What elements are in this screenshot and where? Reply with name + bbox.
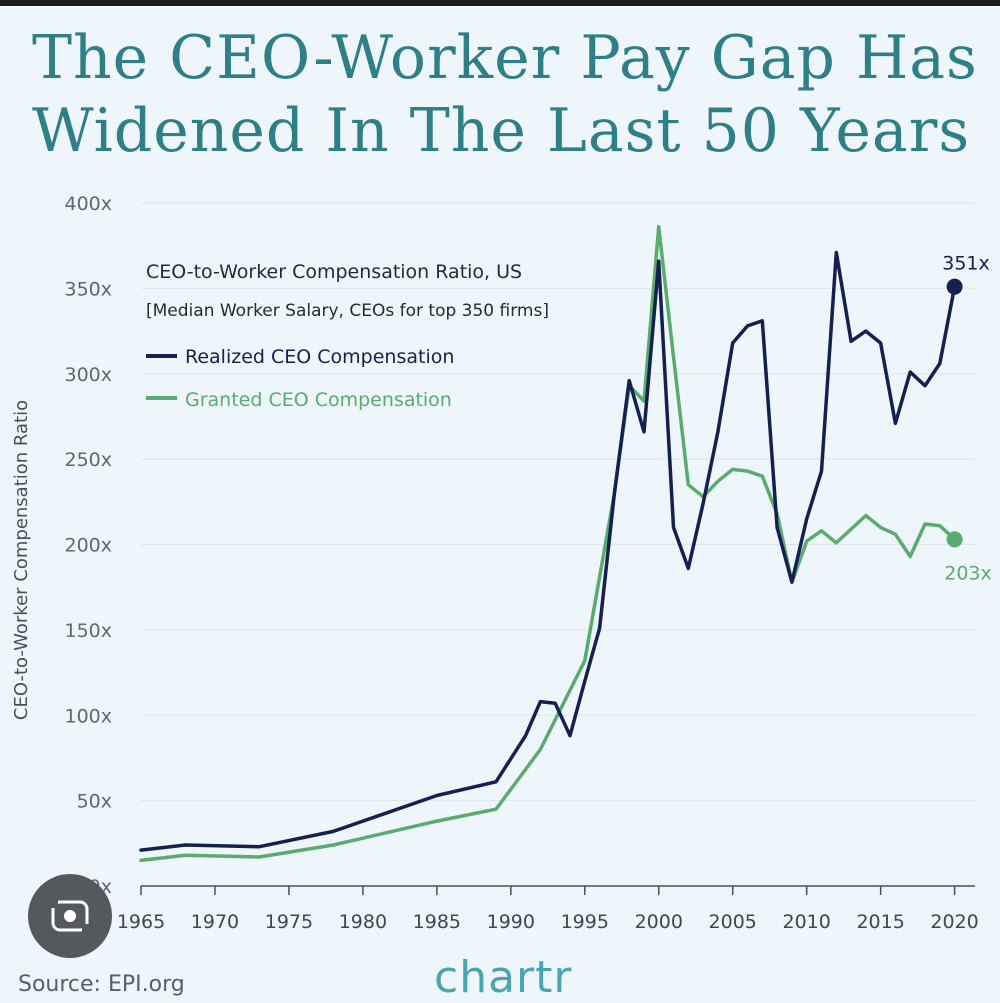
y-axis-label: CEO-to-Worker Compensation Ratio <box>11 400 32 720</box>
x-tick-label: 1990 <box>487 911 535 933</box>
camera-lens-icon <box>48 898 92 934</box>
x-tick-label: 2015 <box>856 911 904 933</box>
y-tick-label: 250x <box>64 449 112 471</box>
x-tick-label: 2005 <box>709 911 757 933</box>
title-line-1: The CEO-Worker Pay Gap Has <box>32 23 978 93</box>
brand-logo: chartr <box>434 952 573 1003</box>
x-tick-label: 1975 <box>265 911 313 933</box>
end-point-realized <box>946 278 963 295</box>
camera-lens-button[interactable] <box>28 874 112 958</box>
top-bar <box>0 0 1000 6</box>
series-line-realized <box>139 250 957 852</box>
y-tick-label: 200x <box>64 535 112 557</box>
legend-item-realized: Realized CEO Compensation <box>185 346 454 368</box>
x-tick-label: 1970 <box>191 911 239 933</box>
x-tick-label: 2020 <box>930 911 978 933</box>
x-axis: 1965 1970 1975 1980 1985 1990 1995 2000 2005 2010… <box>117 885 979 933</box>
legend-title: CEO-to-Worker Compensation Ratio, US <box>146 261 522 283</box>
source-note: Source: EPI.org <box>18 972 185 997</box>
legend-item-granted: Granted CEO Compensation <box>185 389 452 411</box>
x-tick-label: 2000 <box>635 911 683 933</box>
end-point-granted <box>946 531 963 548</box>
y-tick-label: 50x <box>77 791 112 813</box>
y-tick-label: 350x <box>64 278 112 300</box>
y-tick-label: 150x <box>64 620 112 642</box>
legend: CEO-to-Worker Compensation Ratio, US [Me… <box>146 261 549 411</box>
end-label-realized: 351x <box>942 253 990 275</box>
series-lines: 351x 203x <box>139 225 992 863</box>
end-label-granted: 203x <box>944 562 992 584</box>
y-tick-label: 400x <box>64 193 112 215</box>
x-tick-label: 1980 <box>339 911 387 933</box>
y-axis-ticks: 0x50x100x150x200x250x300x350x400x <box>64 193 112 898</box>
x-tick-label: 1965 <box>117 911 165 933</box>
title-line-2: Widened In The Last 50 Years <box>32 96 971 166</box>
legend-subtitle: [Median Worker Salary, CEOs for top 350 … <box>146 301 549 321</box>
x-tick-label: 2010 <box>782 911 830 933</box>
x-tick-label: 1995 <box>561 911 609 933</box>
x-tick-label: 1985 <box>413 911 461 933</box>
chart-title: The CEO-Worker Pay Gap Has Widened In Th… <box>32 22 992 168</box>
series-line-granted <box>139 225 957 863</box>
y-tick-label: 100x <box>64 705 112 727</box>
y-tick-label: 300x <box>64 364 112 386</box>
